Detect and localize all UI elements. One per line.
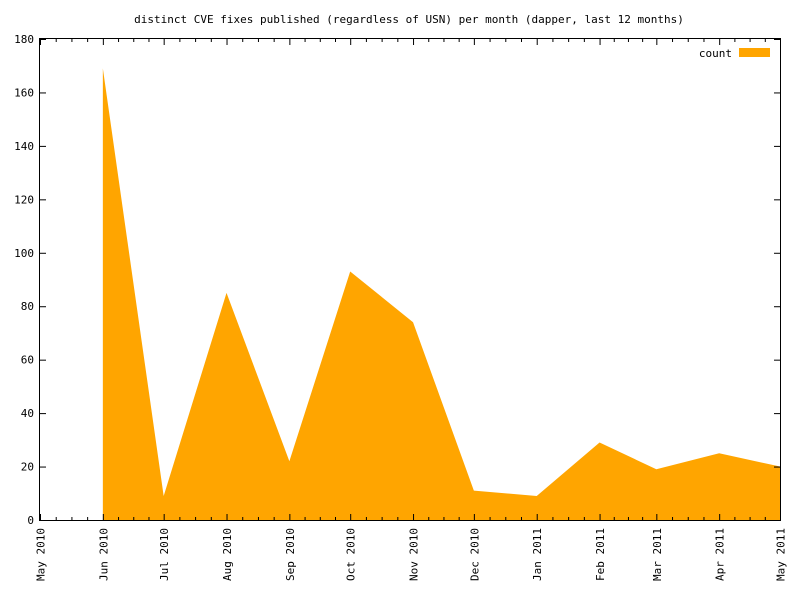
x-tick-label: Apr 2011 <box>714 528 727 581</box>
y-tick-label: 20 <box>21 461 34 474</box>
y-tick-label: 140 <box>14 140 34 153</box>
chart-title: distinct CVE fixes published (regardless… <box>134 13 684 26</box>
x-tick-label: Dec 2010 <box>468 528 481 581</box>
area-series-count <box>102 68 781 521</box>
x-tick-label: Jun 2010 <box>97 528 110 581</box>
y-tick-label: 180 <box>14 33 34 46</box>
x-tick-label: Aug 2010 <box>221 528 234 581</box>
x-tick-label: Feb 2011 <box>594 528 607 581</box>
x-tick-label: Jul 2010 <box>158 528 171 581</box>
x-tick-label: Jan 2011 <box>531 528 544 581</box>
y-tick-label: 40 <box>21 407 34 420</box>
x-tick-label: Nov 2010 <box>408 528 421 581</box>
x-tick-label: Sep 2010 <box>284 528 297 581</box>
area-layer <box>102 68 781 521</box>
y-tick-label: 0 <box>27 514 34 527</box>
y-tick-label: 160 <box>14 86 34 99</box>
x-tick-label: Mar 2011 <box>651 528 664 581</box>
legend-swatch <box>739 48 770 57</box>
x-tick-label: May 2011 <box>775 528 788 581</box>
y-tick-label: 60 <box>21 354 34 367</box>
y-tick-label: 80 <box>21 300 34 313</box>
y-tick-label: 100 <box>14 247 34 260</box>
x-tick-label: May 2010 <box>35 528 48 581</box>
x-tick-label: Oct 2010 <box>345 528 358 581</box>
legend-label: count <box>699 47 732 60</box>
y-tick-label: 120 <box>14 193 34 206</box>
ticks-layer: 0 20 40 60 80 100 120 140 160 180 May 2010 Jun 2010… <box>14 33 787 581</box>
plot-frame <box>39 38 781 521</box>
legend: count <box>699 47 770 60</box>
